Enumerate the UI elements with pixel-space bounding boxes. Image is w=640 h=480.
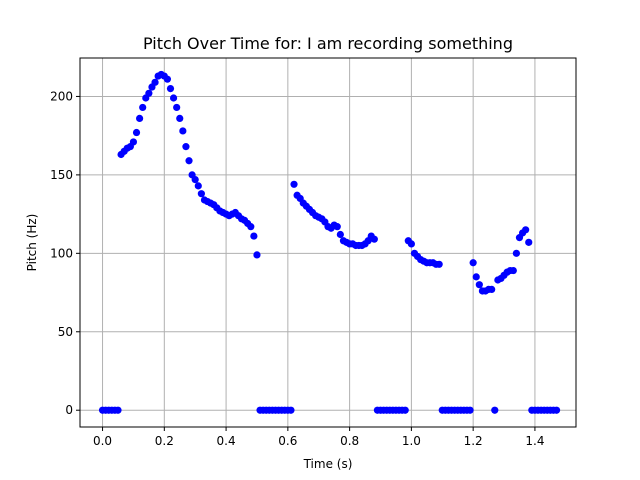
data-point	[469, 259, 477, 267]
data-point	[185, 157, 193, 165]
data-point	[151, 78, 159, 86]
x-tick-label: 0.0	[93, 434, 112, 448]
data-point	[370, 235, 378, 243]
data-point	[129, 138, 138, 146]
grid-lines	[80, 58, 576, 427]
data-point	[136, 114, 144, 123]
data-point	[145, 89, 153, 97]
y-axis-label: Pitch (Hz)	[25, 214, 39, 272]
data-point	[525, 238, 533, 246]
data-points	[98, 70, 561, 414]
data-point	[182, 143, 190, 151]
data-point	[512, 249, 520, 257]
data-point	[163, 75, 172, 83]
plot-area-frame	[79, 57, 577, 428]
data-point	[197, 190, 205, 198]
data-point	[114, 406, 122, 414]
x-tick-label: 1.2	[464, 434, 483, 448]
x-tick-label: 1.4	[525, 434, 544, 448]
data-point	[466, 406, 474, 414]
data-point	[179, 127, 187, 135]
data-point	[407, 240, 415, 248]
data-point	[287, 406, 295, 414]
data-point	[522, 226, 530, 234]
data-point	[472, 273, 480, 281]
y-tick-label: 200	[50, 89, 73, 103]
data-point	[176, 114, 184, 123]
data-point	[253, 251, 261, 259]
data-point	[475, 281, 483, 289]
data-point	[290, 180, 298, 188]
x-axis-label: Time (s)	[303, 457, 353, 471]
data-point	[173, 103, 181, 112]
x-tick-label: 0.6	[278, 434, 297, 448]
data-point	[552, 406, 561, 414]
y-tick-label: 0	[65, 403, 73, 417]
data-point	[435, 260, 443, 268]
x-tick-label: 0.4	[217, 434, 236, 448]
y-tick-label: 100	[50, 246, 73, 260]
data-point	[247, 223, 255, 231]
data-point	[333, 223, 341, 231]
data-point	[336, 230, 344, 239]
data-point	[169, 94, 178, 102]
chart-title: Pitch Over Time for: I am recording some…	[143, 34, 513, 53]
x-tick-label: 0.8	[340, 434, 359, 448]
data-point	[166, 84, 175, 93]
data-point	[488, 285, 496, 294]
y-tick-label: 50	[58, 325, 73, 339]
data-point	[132, 128, 141, 137]
axis-ticks: 0.0 0.2 0.4 0.6 0.8 1.0 1.2 1.4 0 50 100 150 200	[50, 89, 544, 448]
data-point	[194, 182, 202, 190]
x-tick-label: 1.0	[402, 434, 421, 448]
data-point	[250, 232, 258, 240]
data-point	[491, 406, 499, 414]
data-point	[509, 266, 517, 275]
data-point	[401, 406, 409, 414]
data-point	[191, 175, 199, 184]
x-tick-label: 0.2	[155, 434, 174, 448]
y-tick-label: 150	[50, 168, 73, 182]
data-point	[139, 103, 147, 112]
